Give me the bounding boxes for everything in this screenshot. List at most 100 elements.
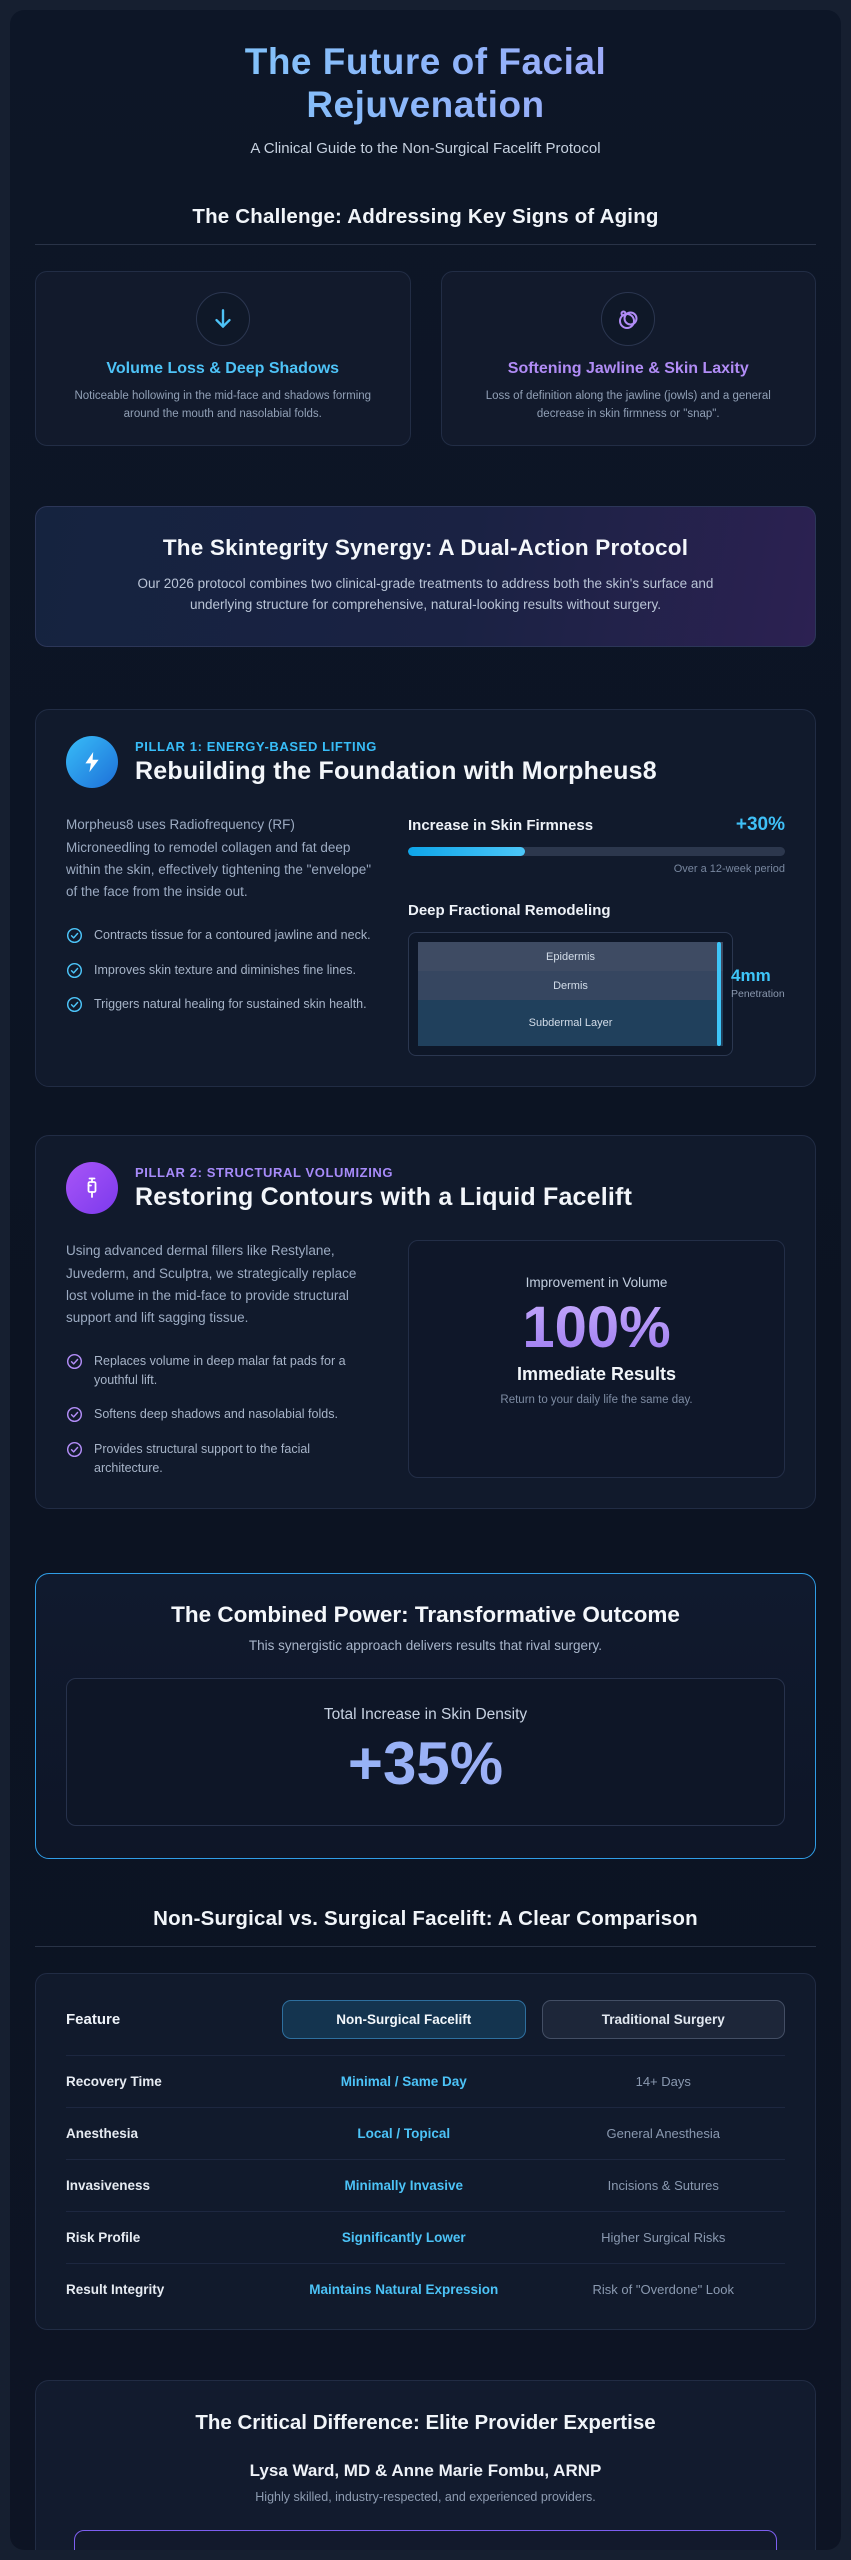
table-row: Result Integrity Maintains Natural Expre… — [66, 2262, 785, 2315]
combined-heading: The Combined Power: Transformative Outco… — [171, 1601, 680, 1627]
layer-subdermal: Subdermal Layer — [418, 1000, 723, 1047]
infographic-page: The Future of Facial Rejuvenation A Clin… — [10, 10, 841, 2550]
row-feature: Result Integrity — [66, 2281, 165, 2297]
volume-stat-card: Improvement in Volume 100% Immediate Res… — [408, 1240, 785, 1478]
table-row: Risk Profile Significantly Lower Higher … — [66, 2210, 785, 2263]
challenge-card-body: Loss of definition along the jawline (jo… — [485, 389, 771, 420]
syringe-icon — [66, 1162, 118, 1215]
bullet-text: Provides structural support to the facia… — [94, 1442, 311, 1475]
bullet-item: Improves skin texture and diminishes fin… — [66, 961, 376, 980]
diagram-title: Deep Fractional Remodeling — [408, 902, 611, 920]
pillar1-card: PILLAR 1: ENERGY-BASED LIFTING Rebuildin… — [35, 709, 816, 1088]
pillar2-card: PILLAR 2: STRUCTURAL VOLUMIZING Restorin… — [35, 1135, 816, 1509]
provider-expertise-card: The Critical Difference: Elite Provider … — [35, 2379, 816, 2550]
bullet-text: Triggers natural healing for sustained s… — [94, 997, 367, 1012]
volume-stat-caption: Return to your daily life the same day. — [500, 1393, 693, 1406]
table-row: Recovery Time Minimal / Same Day 14+ Day… — [66, 2054, 785, 2107]
table-row: Invasiveness Minimally Invasive Incision… — [66, 2158, 785, 2211]
challenge-card-title: Softening Jawline & Skin Laxity — [507, 359, 749, 377]
bullet-item: Triggers natural healing for sustained s… — [66, 995, 376, 1014]
synergy-body: Our 2026 protocol combines two clinical-… — [137, 576, 714, 613]
volume-stat-label: Improvement in Volume — [525, 1275, 668, 1291]
skin-layer-diagram: Epidermis Dermis Subdermal Layer 4mm Pen… — [408, 932, 785, 1057]
column-header-non-surgical[interactable]: Non-Surgical Facelift — [282, 1999, 526, 2039]
pillar2-eyebrow: PILLAR 2: STRUCTURAL VOLUMIZING — [135, 1164, 394, 1180]
check-circle-icon — [66, 1407, 83, 1423]
combined-subheading: This synergistic approach delivers resul… — [248, 1637, 603, 1653]
table-row: Anesthesia Local / Topical General Anest… — [66, 2106, 785, 2159]
row-non-surgical-value: Significantly Lower — [341, 2229, 466, 2245]
volume-stat-value: 100% — [429, 1296, 764, 1360]
pillar2-title: Restoring Contours with a Liquid Facelif… — [135, 1182, 633, 1211]
page-title: The Future of Facial Rejuvenation — [146, 40, 706, 127]
density-stat-label: Total Increase in Skin Density — [323, 1705, 528, 1723]
penetration-depth-line — [717, 942, 721, 1047]
row-surgical-value: 14+ Days — [635, 2073, 691, 2089]
check-circle-icon — [66, 927, 83, 943]
bullet-item: Provides structural support to the facia… — [66, 1440, 376, 1478]
challenge-card-body: Noticeable hollowing in the mid-face and… — [74, 389, 372, 420]
pillar2-bullet-list: Replaces volume in deep malar fat pads f… — [66, 1352, 376, 1478]
firmness-progress-bar — [408, 847, 785, 857]
challenge-card-title: Volume Loss & Deep Shadows — [106, 359, 340, 377]
row-feature: Risk Profile — [66, 2229, 141, 2245]
row-surgical-value: Incisions & Sutures — [607, 2177, 719, 2193]
comparison-table: Feature Non-Surgical Facelift Traditiona… — [35, 1972, 816, 2330]
firmness-bar-caption: Over a 12-week period — [673, 863, 785, 876]
bullet-item: Replaces volume in deep malar fat pads f… — [66, 1352, 376, 1390]
synergy-banner: The Skintegrity Synergy: A Dual-Action P… — [35, 506, 816, 648]
density-stat-value: +35% — [87, 1732, 764, 1795]
comparison-table-header: Feature Non-Surgical Facelift Traditiona… — [66, 1994, 785, 2055]
provider-names: Lysa Ward, MD & Anne Marie Fombu, ARNP — [249, 2460, 602, 2480]
firmness-stat-value: +30% — [735, 814, 785, 836]
synergy-heading: The Skintegrity Synergy: A Dual-Action P… — [162, 535, 689, 561]
layer-dermis: Dermis — [418, 971, 723, 1001]
laxity-icon — [601, 291, 656, 346]
page-subtitle: A Clinical Guide to the Non-Surgical Fac… — [250, 139, 601, 157]
depth-caption: Penetration — [731, 988, 785, 1001]
down-arrow-icon — [195, 291, 250, 346]
check-circle-icon — [66, 1442, 83, 1458]
row-feature: Invasiveness — [66, 2177, 151, 2193]
challenge-heading: The Challenge: Addressing Key Signs of A… — [192, 204, 659, 228]
pillar1-bullet-list: Contracts tissue for a contoured jawline… — [66, 926, 376, 1014]
bullet-text: Replaces volume in deep malar fat pads f… — [94, 1353, 346, 1387]
bullet-text: Improves skin texture and diminishes fin… — [94, 962, 356, 977]
firmness-bar-fill — [408, 847, 525, 857]
penetration-depth-label: 4mm Penetration — [731, 966, 789, 1000]
challenge-cards: Volume Loss & Deep Shadows Noticeable ho… — [35, 270, 816, 447]
challenge-card-volume-loss: Volume Loss & Deep Shadows Noticeable ho… — [35, 270, 411, 447]
row-feature: Recovery Time — [66, 2073, 162, 2089]
challenge-card-skin-laxity: Softening Jawline & Skin Laxity Loss of … — [440, 270, 816, 447]
volume-stat-title: Immediate Results — [516, 1363, 677, 1384]
pillar2-description: Using advanced dermal fillers like Resty… — [66, 1243, 357, 1326]
lightning-bolt-icon — [66, 736, 118, 789]
row-surgical-value: Risk of "Overdone" Look — [592, 2281, 734, 2297]
check-circle-icon — [66, 1353, 83, 1369]
row-non-surgical-value: Maintains Natural Expression — [309, 2281, 499, 2297]
bullet-text: Softens deep shadows and nasolabial fold… — [94, 1407, 338, 1422]
row-non-surgical-value: Minimally Invasive — [344, 2177, 464, 2193]
column-header-traditional-surgery[interactable]: Traditional Surgery — [541, 1999, 785, 2039]
check-circle-icon — [66, 997, 83, 1013]
depth-value: 4mm — [731, 966, 771, 986]
density-stat-card: Total Increase in Skin Density +35% — [66, 1677, 785, 1826]
row-feature: Anesthesia — [66, 2125, 139, 2141]
pillar1-description: Morpheus8 uses Radiofrequency (RF) Micro… — [66, 817, 372, 900]
bullet-item: Contracts tissue for a contoured jawline… — [66, 926, 376, 945]
combined-power-card: The Combined Power: Transformative Outco… — [35, 1572, 816, 1859]
column-header-feature: Feature — [66, 2010, 121, 2028]
bullet-item: Softens deep shadows and nasolabial fold… — [66, 1405, 376, 1424]
bullet-text: Contracts tissue for a contoured jawline… — [94, 927, 371, 942]
pillar1-title: Rebuilding the Foundation with Morpheus8 — [135, 756, 657, 785]
educator-highlight-box: Recruited to Educate Other Cosmetic Inje… — [74, 2529, 777, 2550]
pillar1-eyebrow: PILLAR 1: ENERGY-BASED LIFTING — [135, 738, 377, 754]
providers-heading: The Critical Difference: Elite Provider … — [195, 2410, 656, 2434]
section-divider — [35, 243, 816, 245]
firmness-stat-label: Increase in Skin Firmness — [408, 817, 594, 835]
comparison-heading: Non-Surgical vs. Surgical Facelift: A Cl… — [153, 1906, 698, 1930]
check-circle-icon — [66, 962, 83, 978]
row-non-surgical-value: Minimal / Same Day — [340, 2073, 467, 2089]
layer-epidermis: Epidermis — [418, 942, 723, 972]
row-non-surgical-value: Local / Topical — [357, 2125, 451, 2141]
